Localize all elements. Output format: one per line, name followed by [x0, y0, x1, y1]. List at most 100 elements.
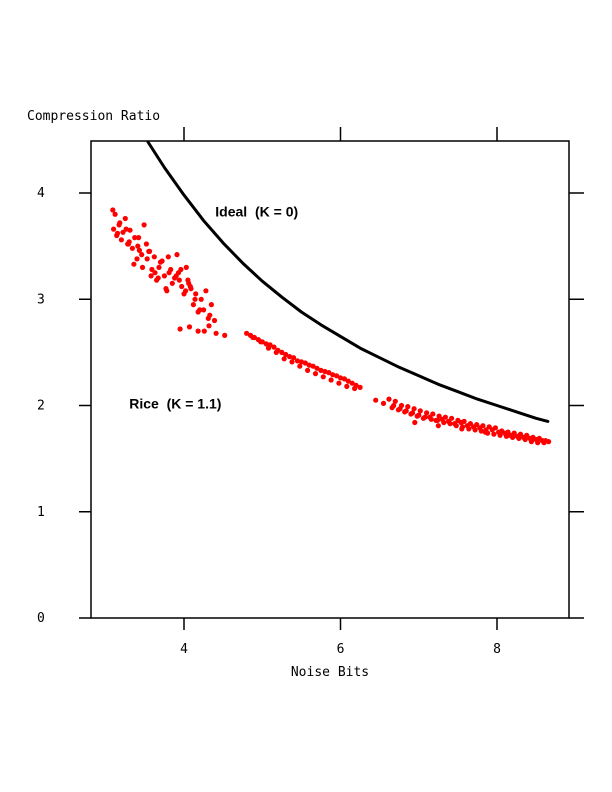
y-tick-label: 2	[37, 399, 45, 414]
rice-point	[131, 261, 137, 267]
rice-point	[139, 264, 146, 270]
rice-point	[474, 422, 480, 428]
rice-point	[341, 376, 347, 382]
rice-point	[314, 365, 320, 371]
rice-point	[190, 302, 196, 308]
rice-point	[222, 332, 228, 338]
rice-point	[416, 412, 422, 418]
rice-point	[461, 418, 467, 424]
rice-point	[136, 247, 142, 253]
rice-point	[411, 406, 417, 412]
rice-point	[114, 232, 120, 239]
rice-point	[125, 241, 131, 247]
rice-point	[152, 270, 158, 276]
rice-point	[168, 266, 174, 273]
rice-point	[143, 241, 149, 247]
rice-point	[120, 229, 126, 235]
rice-points	[110, 207, 552, 446]
rice-point	[480, 423, 486, 429]
rice-point	[289, 359, 295, 365]
rice-point	[139, 252, 145, 258]
rice-point	[129, 245, 135, 251]
rice-point	[195, 328, 201, 334]
y-tick-label: 4	[37, 186, 45, 201]
rice-point	[122, 215, 128, 222]
annotations: Ideal (K = 0) Rice (K = 1.1)	[129, 203, 298, 411]
rice-point	[492, 425, 498, 431]
rice-point	[273, 349, 279, 355]
rice-point	[541, 440, 547, 446]
rice-point	[203, 288, 209, 294]
rice-point	[511, 430, 517, 436]
rice-point	[294, 358, 301, 364]
rice-point	[149, 266, 155, 273]
rice-point	[449, 415, 455, 421]
rice-point	[207, 312, 213, 318]
rice-point	[535, 440, 541, 446]
rice-point	[156, 264, 162, 270]
rice-point	[482, 429, 488, 435]
rice-point	[302, 360, 308, 366]
rice-point	[201, 328, 207, 334]
rice-point	[177, 326, 183, 332]
rice-point	[336, 380, 342, 386]
rice-point	[322, 368, 328, 375]
rice-point	[271, 344, 277, 350]
rice-point	[345, 378, 351, 384]
rice-point	[155, 275, 161, 281]
rice-point	[405, 404, 411, 410]
rice-point	[211, 317, 218, 324]
x-axis-label: Noise Bits	[291, 665, 369, 680]
rice-point	[287, 354, 293, 360]
rice-point	[141, 222, 147, 228]
rice-point	[263, 341, 269, 347]
rice-point	[127, 227, 133, 233]
rice-point	[320, 374, 326, 380]
rice-point	[198, 296, 204, 302]
rice-point	[529, 436, 535, 443]
rice-point	[176, 277, 182, 283]
rice-point	[318, 367, 324, 373]
rice-point	[208, 302, 214, 308]
rice-point	[146, 248, 152, 254]
rice-point	[344, 383, 350, 389]
rice-point	[193, 291, 199, 297]
rice-point	[144, 256, 150, 262]
rice-point	[312, 371, 319, 377]
rice-point	[349, 380, 355, 386]
rice-point	[497, 432, 503, 438]
rice-point	[409, 410, 416, 416]
rice-point	[183, 264, 189, 270]
rice-point	[546, 439, 552, 445]
rice-point	[403, 408, 409, 414]
rice-point	[148, 273, 154, 279]
rice-point	[337, 375, 344, 381]
rice-point	[435, 423, 441, 429]
rice-point	[136, 235, 142, 241]
rice-point	[373, 397, 379, 403]
rice-point	[305, 367, 311, 373]
y-tick-label: 0	[37, 611, 45, 626]
rice-point	[201, 307, 207, 313]
rice-point	[380, 400, 387, 406]
rice-point	[334, 373, 340, 379]
rice-point	[132, 235, 138, 241]
rice-point	[491, 431, 497, 437]
rice-point	[192, 296, 198, 302]
rice-point	[328, 377, 334, 383]
rice-point	[258, 339, 264, 345]
rice-point	[116, 222, 122, 228]
rice-point	[213, 330, 219, 336]
rice-point	[472, 427, 478, 433]
rice-point	[185, 277, 191, 283]
rice-point	[392, 398, 398, 404]
rice-point	[187, 283, 193, 290]
rice-point	[478, 428, 484, 434]
rice-point	[422, 414, 428, 420]
rice-point	[330, 372, 336, 378]
y-tick-label: 1	[37, 505, 45, 520]
rice-point	[112, 211, 118, 217]
rice-point	[522, 436, 528, 443]
rice-point	[466, 426, 472, 432]
